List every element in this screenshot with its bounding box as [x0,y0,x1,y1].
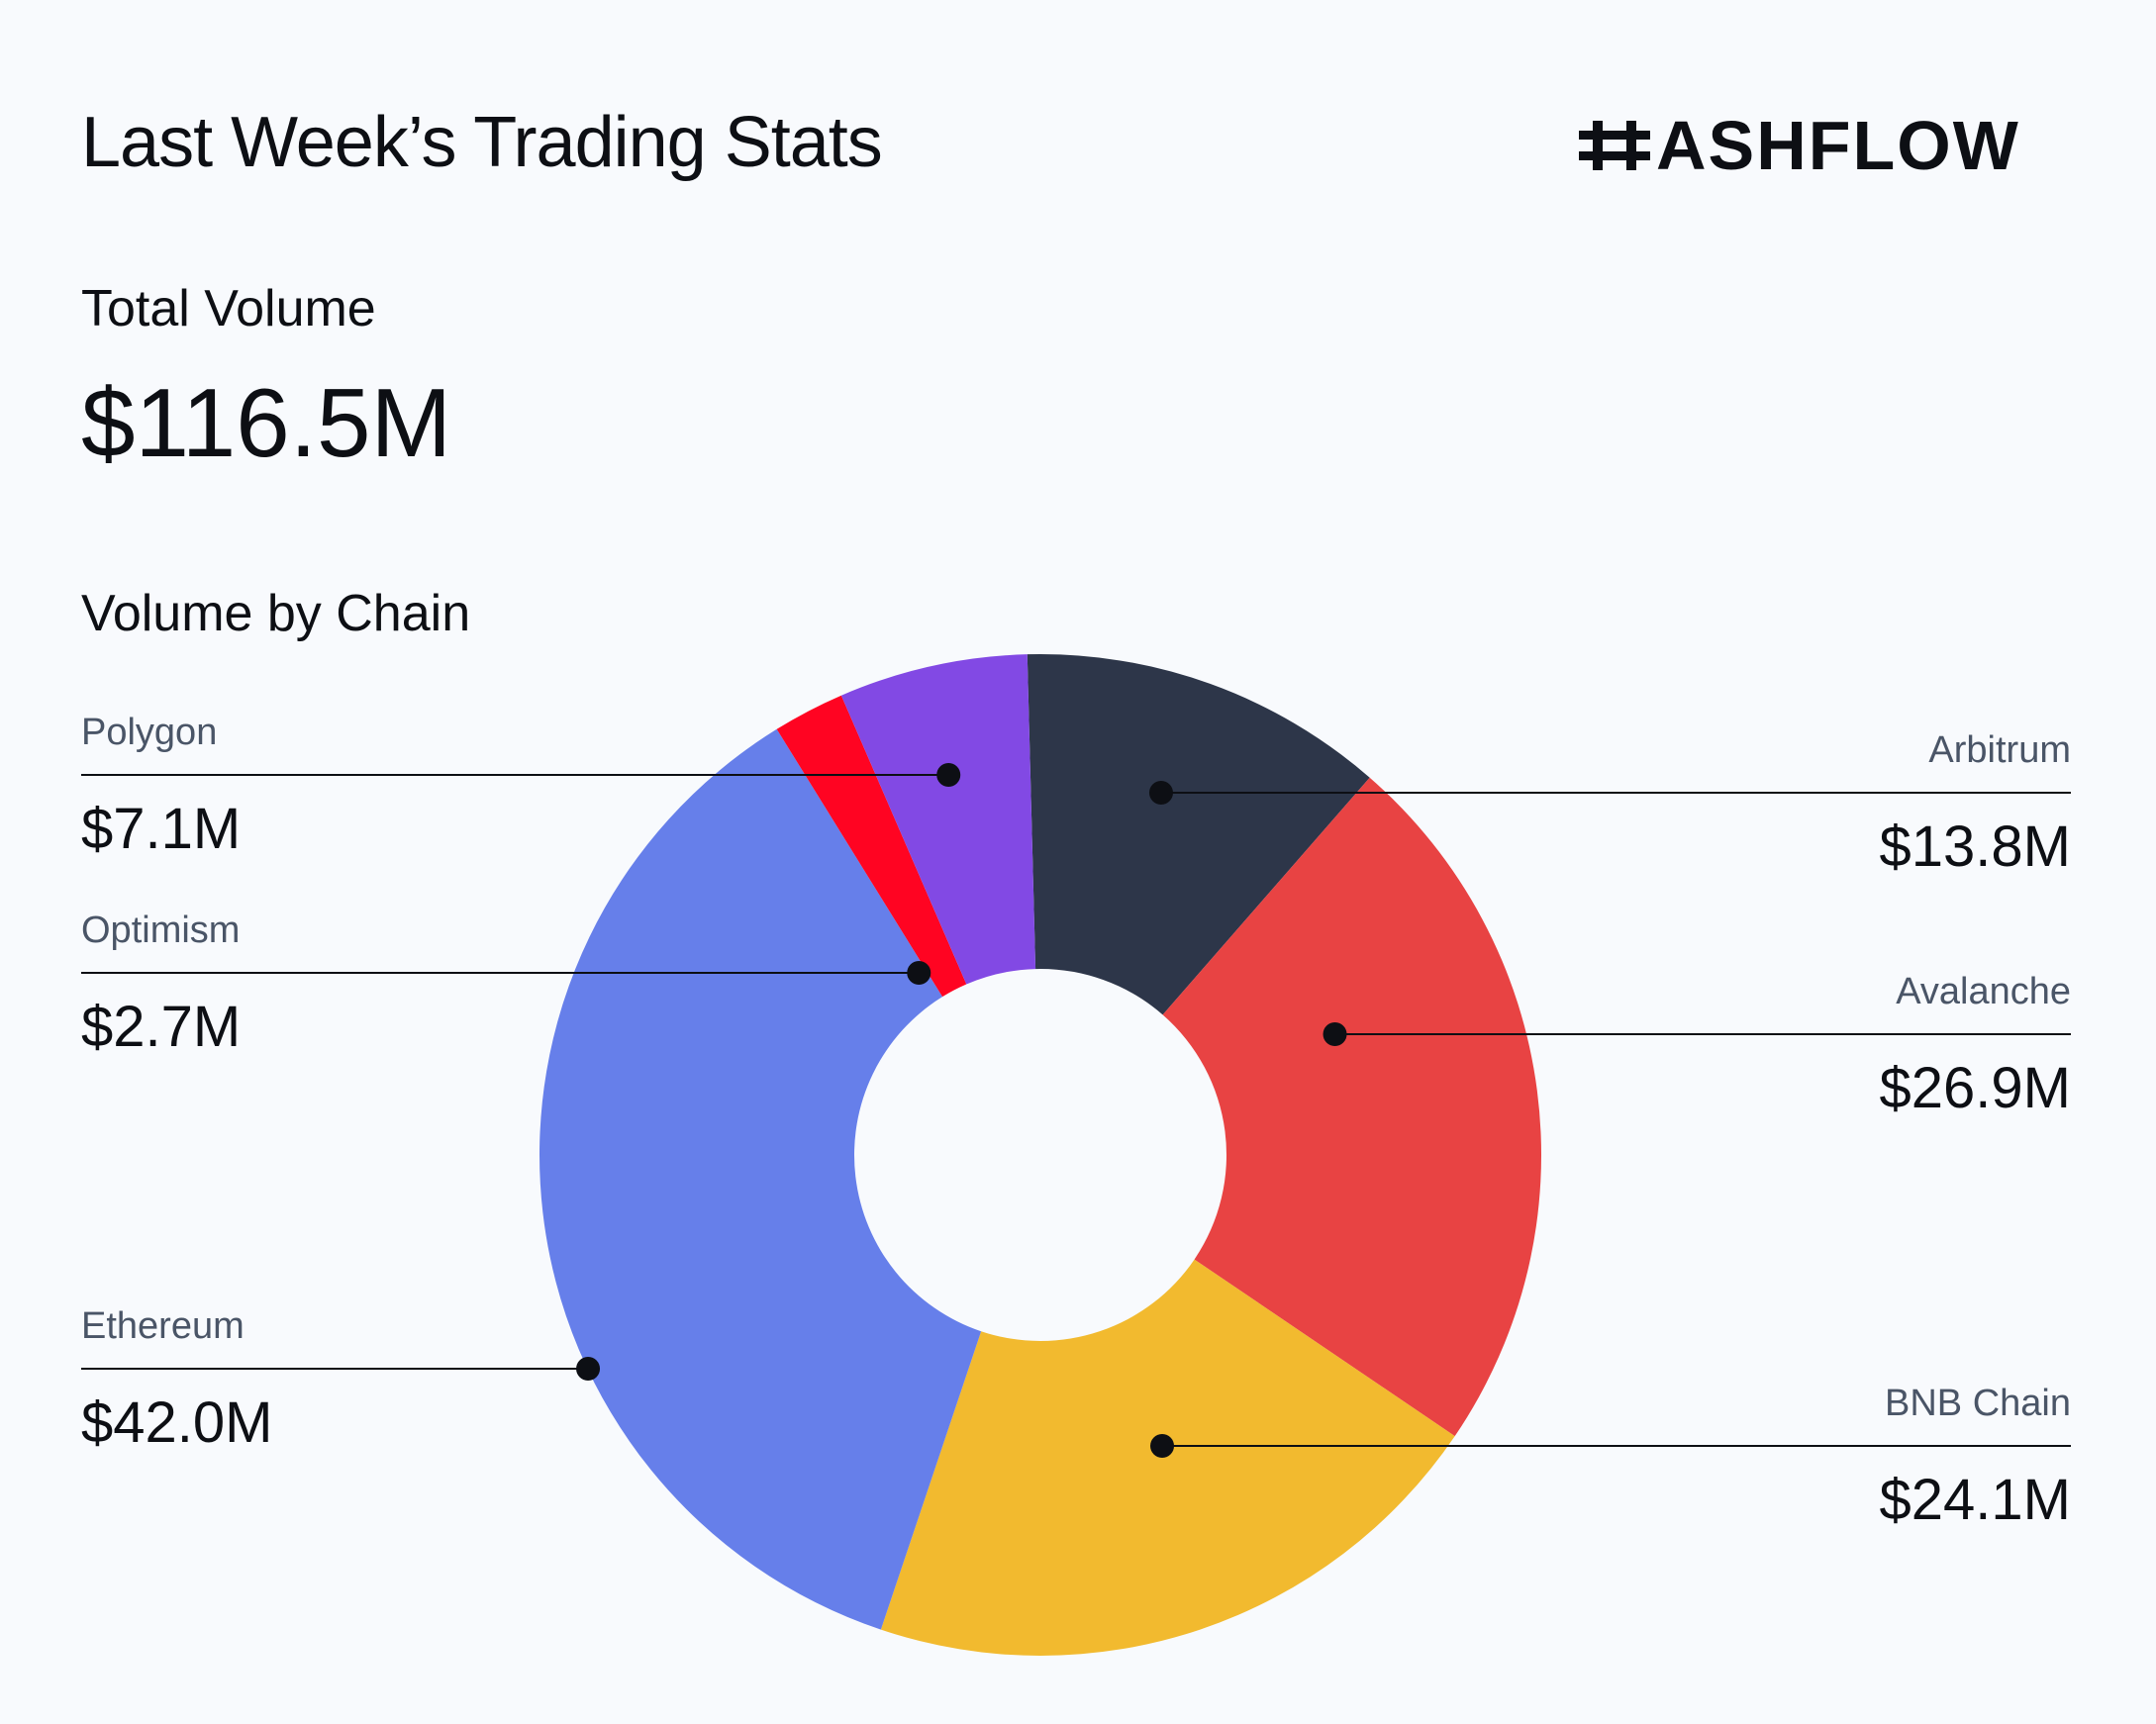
slice-polygon [840,654,1036,985]
slice-optimism [776,695,967,998]
logo-wordmark: ASHFLOW [1656,107,2020,184]
ethereum-label: Ethereum [81,1305,245,1347]
page-title: Last Week’s Trading Stats [81,103,883,182]
hash-icon [1579,121,1650,170]
leader-dot-optimism [907,961,931,985]
avalanche-value: $26.9M [1879,1056,2071,1120]
leader-dot-bnb-chain [1150,1434,1175,1458]
ethereum-value: $42.0M [81,1390,273,1455]
polygon-value: $7.1M [81,797,242,861]
arbitrum-label: Arbitrum [1928,729,2071,771]
polygon-label: Polygon [81,712,218,753]
bnb-chain-label: BNB Chain [1885,1383,2071,1424]
slice-arbitrum [1027,654,1370,1015]
volume-by-chain-label: Volume by Chain [81,585,471,642]
total-volume-value: $116.5M [81,368,452,477]
leader-dot-arbitrum [1148,781,1173,805]
leader-dot-polygon [936,763,961,787]
total-volume-label: Total Volume [81,280,376,337]
slice-ethereum [539,728,982,1630]
arbitrum-value: $13.8M [1879,814,2071,879]
slice-bnb-chain [880,1259,1455,1656]
slice-avalanche [1162,777,1541,1437]
avalanche-label: Avalanche [1896,971,2071,1012]
leader-dot-ethereum [576,1357,601,1381]
optimism-label: Optimism [81,910,241,951]
leader-dot-avalanche [1323,1022,1347,1046]
bnb-chain-value: $24.1M [1879,1468,2071,1532]
brand-logo: ASHFLOW [1579,111,2020,180]
optimism-value: $2.7M [81,995,242,1059]
